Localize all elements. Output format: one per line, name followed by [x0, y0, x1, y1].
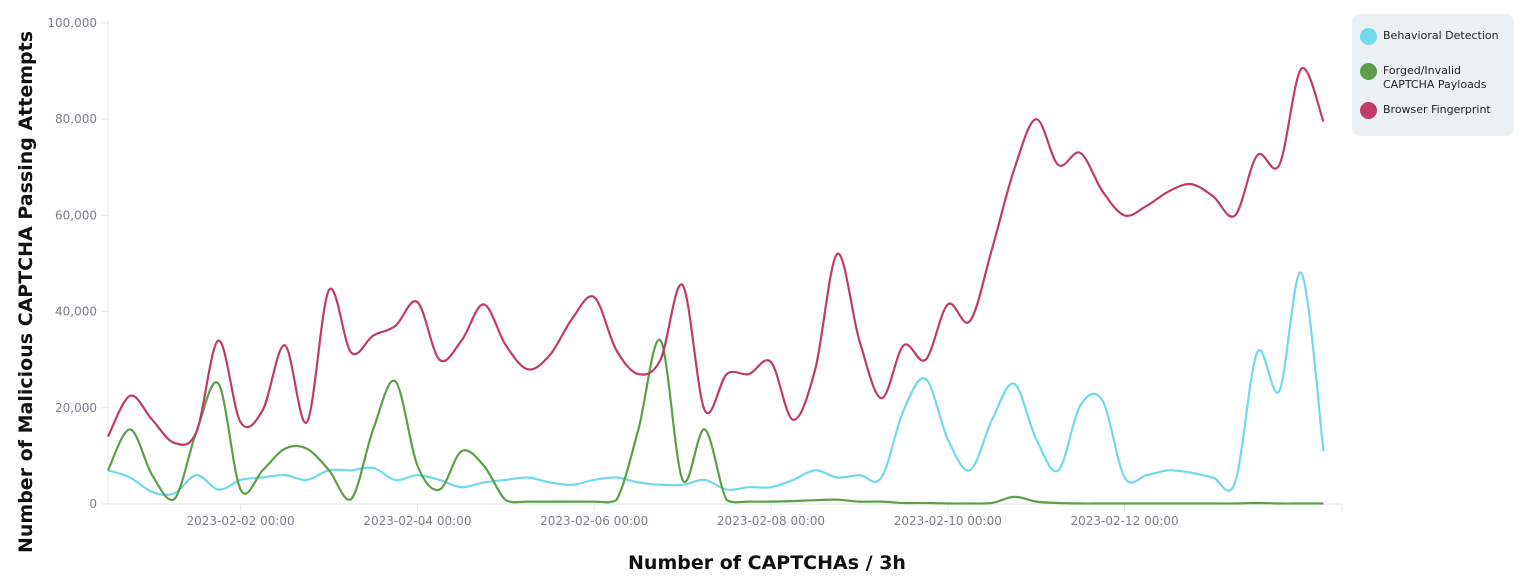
legend-swatch: [1360, 63, 1377, 80]
legend-swatch: [1360, 102, 1377, 119]
x-tick-label: 2023-02-10 00:00: [894, 514, 1002, 528]
y-tick-label: 60,000: [55, 208, 97, 222]
y-tick-label: 80,000: [55, 112, 97, 126]
series-line-browser-fingerprint: [107, 67, 1325, 446]
series-line-behavioral-detection: [107, 271, 1325, 496]
x-tick-label: 2023-02-02 00:00: [187, 514, 295, 528]
y-tick-label: 20,000: [55, 401, 97, 415]
series-line-forged-invalid-captcha-payloads: [107, 338, 1324, 505]
legend-item-browser-fingerprint[interactable]: Browser Fingerprint: [1360, 102, 1508, 119]
y-tick-label: 0: [89, 497, 97, 511]
legend-label: Browser Fingerprint: [1383, 103, 1491, 116]
legend-label: Forged/Invalid CAPTCHA Payloads: [1383, 64, 1487, 91]
legend: Behavioral Detection Forged/Invalid CAPT…: [1352, 14, 1514, 136]
legend-swatch: [1360, 28, 1377, 45]
y-tick-label: 40,000: [55, 305, 97, 319]
y-tick-label: 100,000: [47, 16, 97, 30]
x-axis-title: Number of CAPTCHAs / 3h: [628, 552, 906, 574]
x-tick-label: 2023-02-06 00:00: [540, 514, 648, 528]
y-axis-title: Number of Malicious CAPTCHA Passing Atte…: [15, 31, 37, 553]
x-tick-label: 2023-02-08 00:00: [717, 514, 825, 528]
legend-item-forged-payloads[interactable]: Forged/Invalid CAPTCHA Payloads: [1360, 63, 1508, 92]
x-tick-label: 2023-02-04 00:00: [363, 514, 471, 528]
x-tick-label: 2023-02-12 00:00: [1071, 514, 1179, 528]
legend-label: Behavioral Detection: [1383, 29, 1499, 42]
legend-item-behavioral-detection[interactable]: Behavioral Detection: [1360, 28, 1508, 45]
